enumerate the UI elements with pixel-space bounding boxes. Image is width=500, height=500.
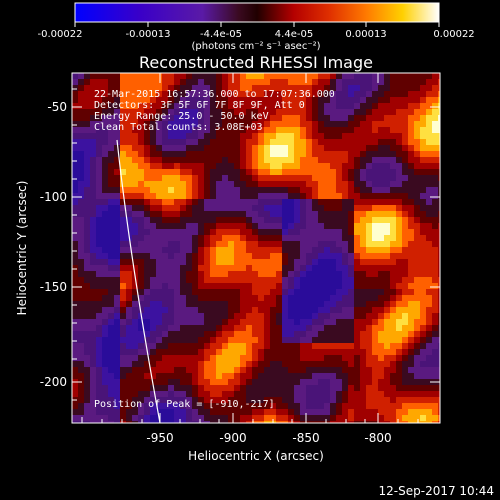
time-range-label: 22-Mar-2015 16:57:36.000 to 17:07:36.000 xyxy=(94,89,335,100)
colorbar-unit-label: (photons cm⁻² s⁻¹ asec⁻²) xyxy=(191,41,320,52)
energy-range-label: Energy Range: 25.0 - 50.0 keV xyxy=(94,111,269,122)
y-tick-label: -150 xyxy=(40,280,67,294)
colorbar-tick: 4.4e-05 xyxy=(275,29,313,40)
y-axis-ticks xyxy=(72,88,440,401)
method-counts-label: Clean Total counts: 3.08E+03 xyxy=(94,122,263,133)
x-axis-ticks xyxy=(81,73,419,423)
x-axis-label: Heliocentric X (arcsec) xyxy=(188,449,324,463)
plot-frame xyxy=(71,72,441,424)
y-axis-label: Heliocentric Y (arcsec) xyxy=(15,181,29,316)
solar-limb-line xyxy=(116,139,161,423)
detectors-label: Detectors: 3F 5F 6F 7F 8F 9F, Att 0 xyxy=(94,100,305,111)
colorbar xyxy=(74,2,440,23)
colorbar-tick: 0.00022 xyxy=(433,29,474,40)
x-tick-label: -850 xyxy=(292,431,319,445)
y-tick-label: -200 xyxy=(40,375,67,389)
rhessi-image xyxy=(72,73,440,423)
footer-timestamp: 12-Sep-2017 10:44 xyxy=(379,484,494,498)
plot-title: Reconstructed RHESSI Image xyxy=(139,53,373,72)
x-tick-label: -950 xyxy=(146,431,173,445)
y-tick-label: -100 xyxy=(40,190,67,204)
x-tick-label: -900 xyxy=(219,431,246,445)
colorbar-tick: -0.00013 xyxy=(126,29,171,40)
colorbar-tick: -0.00022 xyxy=(38,29,83,40)
colorbar-tick: -4.4e-05 xyxy=(200,29,242,40)
peak-position-label: Position of Peak = [-910,-217] xyxy=(94,399,275,410)
colorbar-tick: 0.00013 xyxy=(345,29,386,40)
x-tick-label: -800 xyxy=(364,431,391,445)
y-tick-label: -50 xyxy=(47,100,67,114)
